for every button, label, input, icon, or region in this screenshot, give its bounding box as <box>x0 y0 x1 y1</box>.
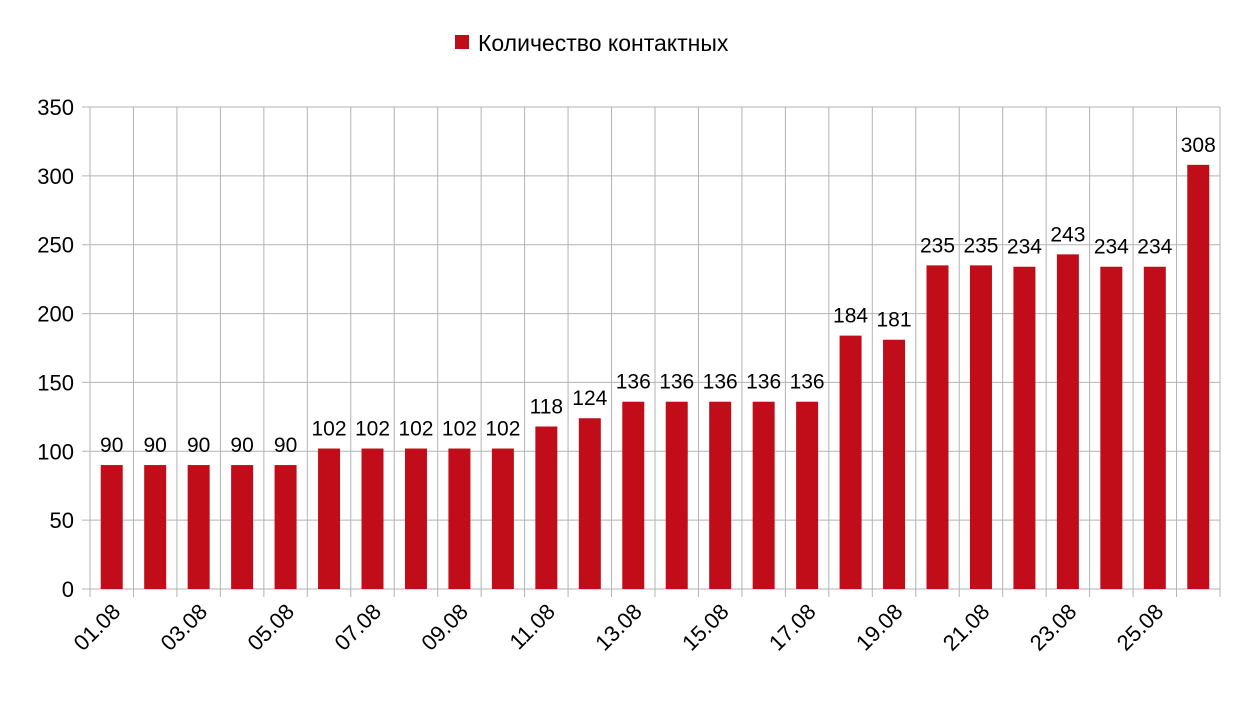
x-tick-label: 21.08 <box>938 599 995 656</box>
bar <box>1143 266 1166 589</box>
bar <box>709 401 732 589</box>
bar <box>1100 266 1123 589</box>
bar <box>1056 254 1079 589</box>
data-label: 102 <box>442 418 477 441</box>
data-label: 90 <box>144 434 167 457</box>
data-label: 102 <box>485 418 520 441</box>
y-tick-label: 150 <box>37 370 74 395</box>
bar <box>1187 164 1210 589</box>
bar <box>144 465 167 589</box>
bar <box>839 335 862 589</box>
y-axis: 0 50 100 150 200 250 300 350 <box>37 95 74 602</box>
x-tick-label: 25.08 <box>1112 599 1169 656</box>
x-tick-label: 05.08 <box>242 599 299 656</box>
x-tick-label: 15.08 <box>677 599 734 656</box>
data-label: 243 <box>1050 223 1085 246</box>
bar <box>100 465 123 589</box>
data-label: 234 <box>1094 236 1129 259</box>
legend-swatch <box>455 35 469 49</box>
data-label: 234 <box>1007 236 1042 259</box>
x-tick-label: 19.08 <box>851 599 908 656</box>
data-label: 308 <box>1181 134 1216 157</box>
bar <box>187 465 210 589</box>
bar <box>622 401 645 589</box>
bar <box>361 448 384 589</box>
data-label: 102 <box>355 418 390 441</box>
data-label: 118 <box>530 395 563 418</box>
data-label: 102 <box>398 418 433 441</box>
data-label: 90 <box>230 434 253 457</box>
y-tick-label: 250 <box>37 233 74 258</box>
data-labels: 90 90 90 90 90 102 102 102 102 102 118 124 136 136 136… <box>100 134 1216 457</box>
bar <box>969 265 992 589</box>
x-tick-label: 01.08 <box>69 599 126 656</box>
data-label: 90 <box>274 434 297 457</box>
bar <box>796 401 819 589</box>
data-label: 90 <box>187 434 210 457</box>
legend-label: Количество контактных <box>478 30 729 56</box>
bar <box>231 465 254 589</box>
x-tick-label: 07.08 <box>329 599 386 656</box>
x-axis: 01.08 03.08 05.08 07.08 09.08 11.08 13.08 15.08… <box>69 599 1169 656</box>
bar <box>665 401 688 589</box>
data-label: 90 <box>100 434 123 457</box>
bars <box>100 164 1210 589</box>
bar <box>883 339 906 589</box>
bar <box>274 465 297 589</box>
bar <box>491 448 514 589</box>
x-tick-label: 03.08 <box>156 599 213 656</box>
data-label: 181 <box>877 309 912 332</box>
data-label: 124 <box>572 387 607 410</box>
x-tick-label: 23.08 <box>1025 599 1082 656</box>
y-tick-label: 300 <box>37 164 74 189</box>
bar <box>578 418 601 589</box>
legend: Количество контактных <box>455 30 729 56</box>
data-label: 136 <box>746 371 781 394</box>
x-tick-label: 09.08 <box>416 599 473 656</box>
bar <box>926 265 949 589</box>
bar <box>318 448 341 589</box>
x-tick-label: 11.08 <box>504 599 559 654</box>
gridlines <box>82 106 1221 597</box>
y-tick-label: 100 <box>37 439 74 464</box>
y-tick-label: 200 <box>37 302 74 327</box>
bar <box>404 448 427 589</box>
data-label: 184 <box>833 305 868 328</box>
bar <box>535 426 558 589</box>
x-tick-label: 13.08 <box>590 599 647 656</box>
data-label: 136 <box>790 371 825 394</box>
y-tick-label: 350 <box>37 95 74 120</box>
y-tick-label: 0 <box>62 577 74 602</box>
data-label: 136 <box>659 371 694 394</box>
data-label: 102 <box>312 418 347 441</box>
data-label: 235 <box>963 234 998 257</box>
bar <box>448 448 471 589</box>
bar <box>1013 266 1036 589</box>
y-tick-label: 50 <box>50 508 74 533</box>
data-label: 235 <box>920 234 955 257</box>
data-label: 234 <box>1137 236 1172 259</box>
bar <box>752 401 775 589</box>
data-label: 136 <box>703 371 738 394</box>
data-label: 136 <box>616 371 651 394</box>
x-tick-label: 17.08 <box>764 599 821 656</box>
